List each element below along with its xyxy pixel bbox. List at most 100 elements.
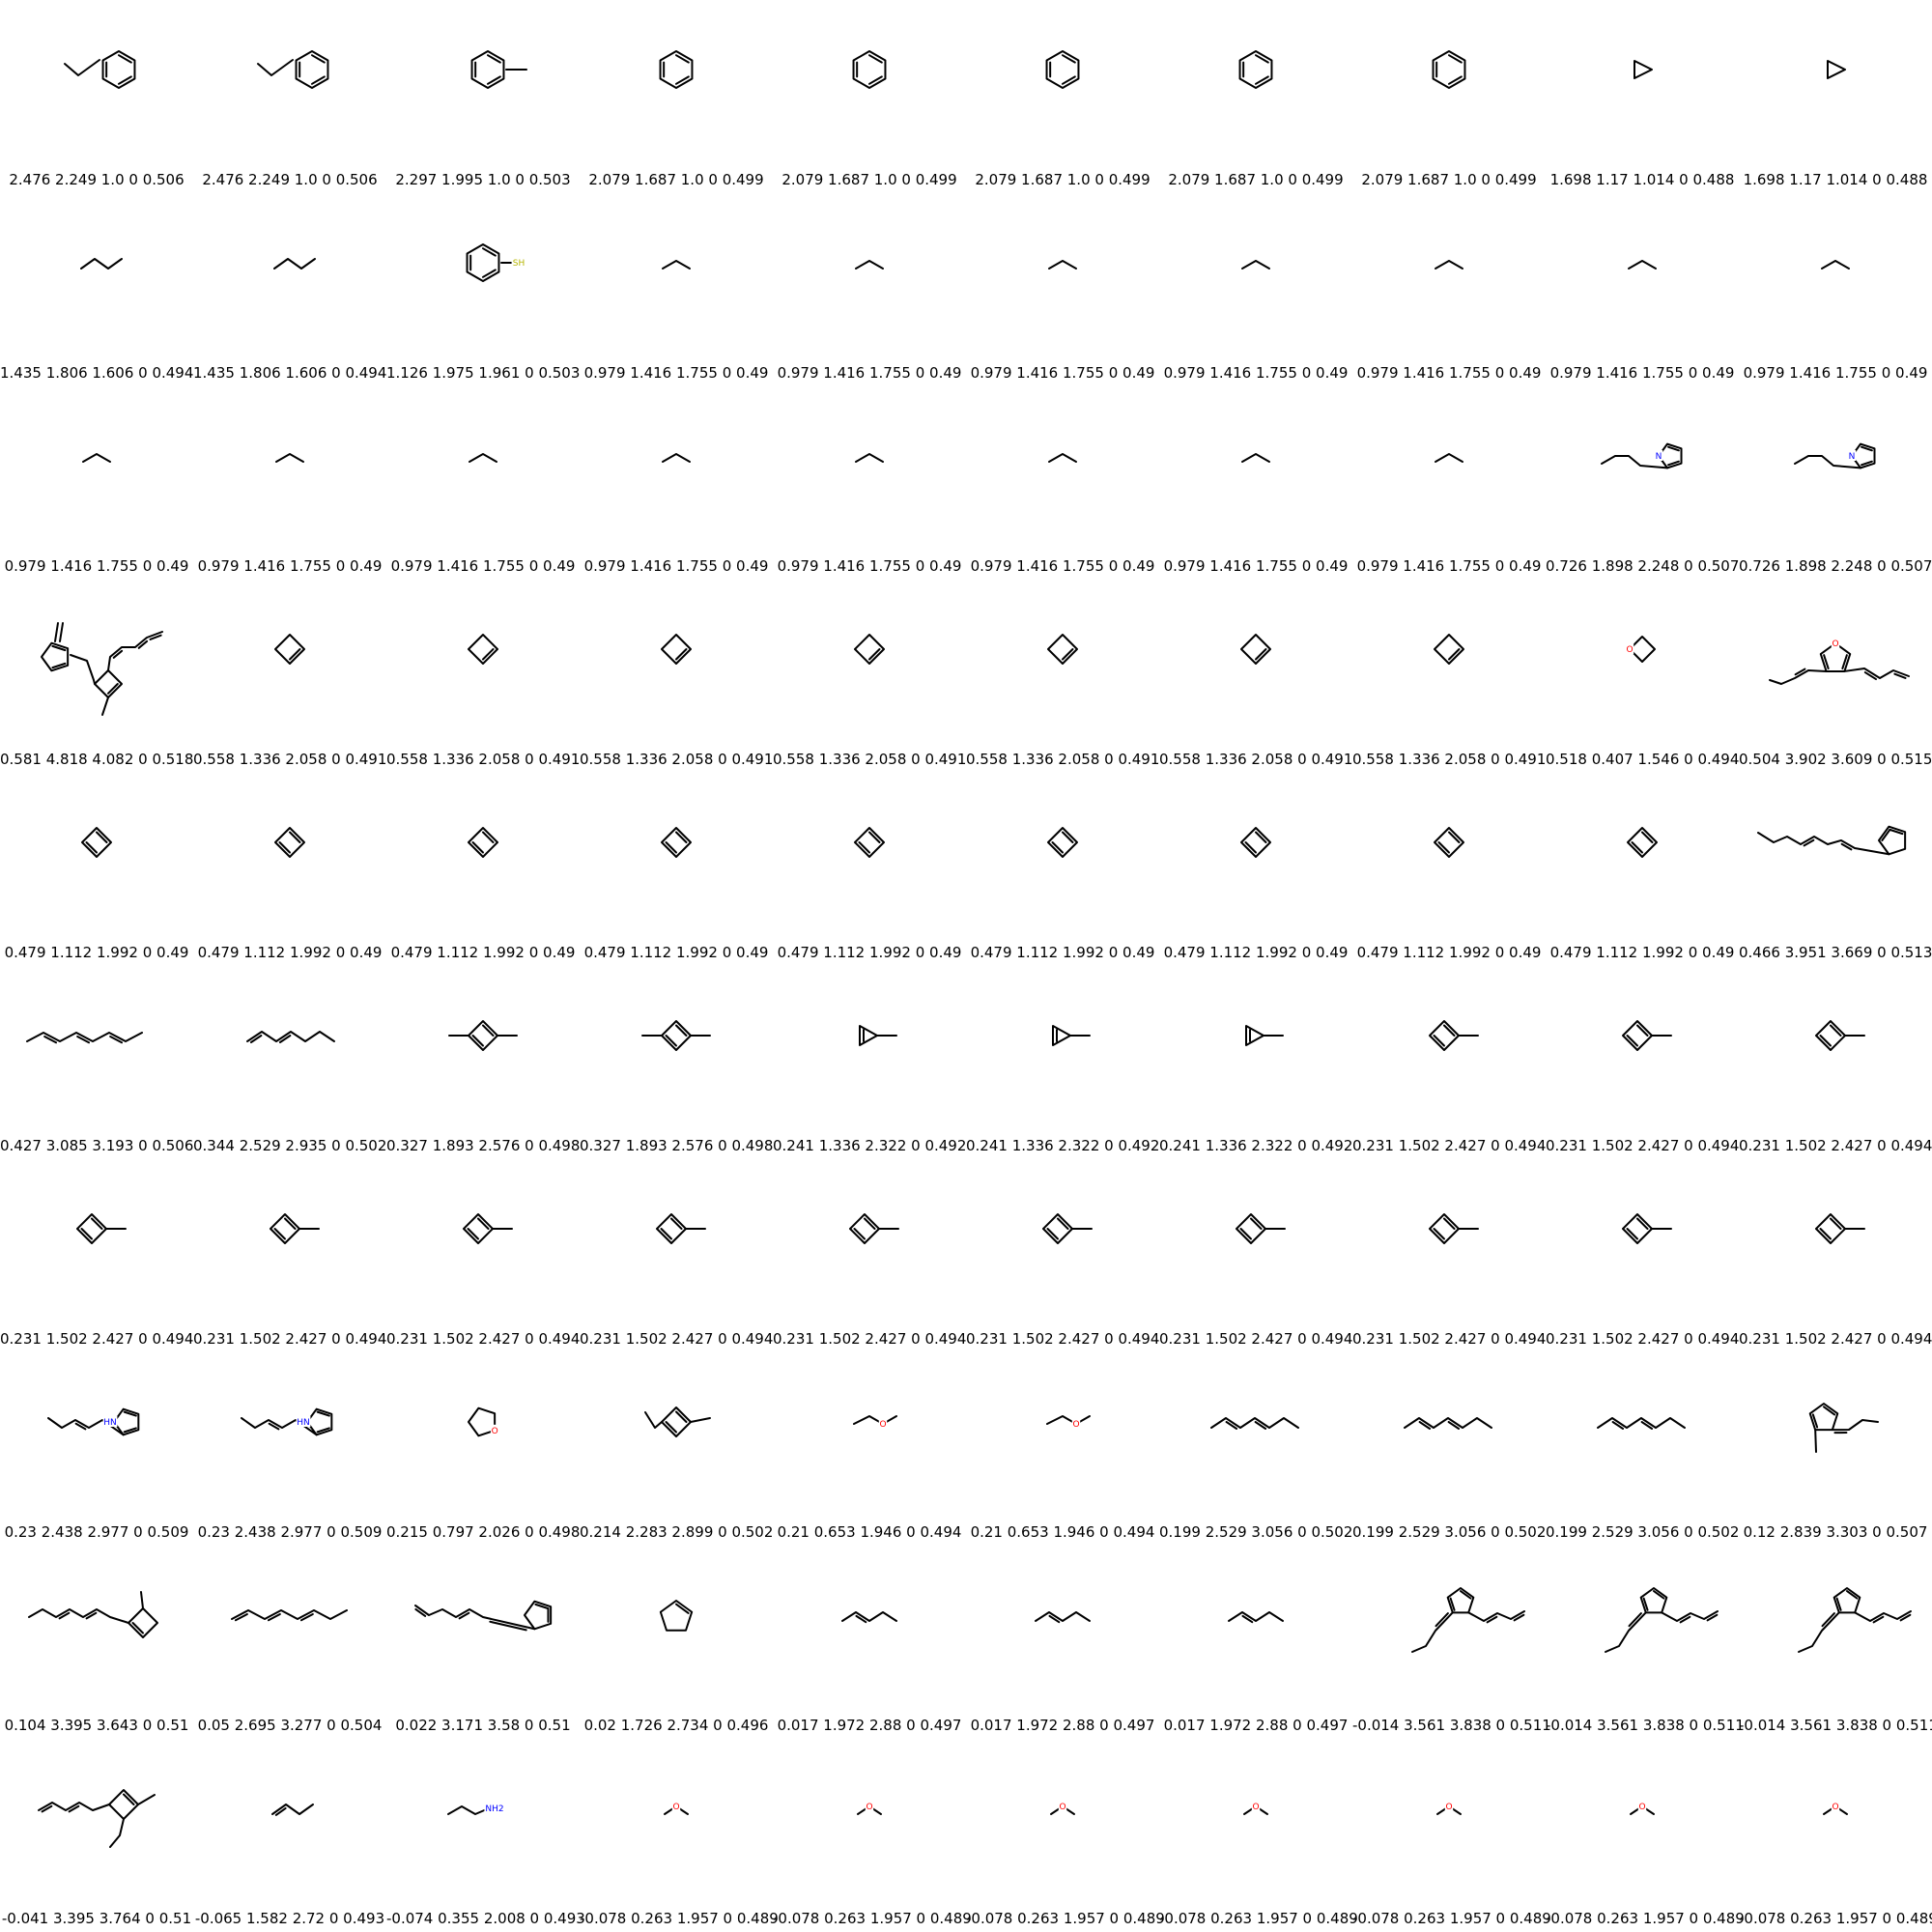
molecule-cell: 0.231 1.502 2.427 0 0.494 [1546,966,1739,1159]
molecule-score-label: -0.065 1.582 2.72 0 0.493 [194,1910,385,1927]
molecule-cell: 0.231 1.502 2.427 0 0.494 [1352,966,1546,1159]
structure-drawing [859,1025,897,1046]
molecule-score-label: 0.479 1.112 1.992 0 0.49 [1549,944,1735,961]
molecule-cell: 1.698 1.17 1.014 0 0.488 [1739,0,1932,193]
structure-drawing [1435,260,1463,270]
molecule-score-label: 0.23 2.438 2.977 0 0.509 [197,1523,383,1541]
molecule-score-label: 0.231 1.502 2.427 0 0.494 [966,1330,1160,1348]
structure-drawing [1622,1020,1672,1051]
molecule-cell: 0.344 2.529 2.935 0 0.502 [193,966,386,1159]
structure-drawing: HN [47,1407,140,1436]
structure-drawing [854,827,885,858]
molecule-score-label: -0.014 3.561 3.838 0 0.511 [1352,1717,1551,1734]
atom-label: O [492,1427,498,1436]
molecule-cell: 0.231 1.502 2.427 0 0.494 [1739,1159,1932,1352]
molecule-score-label: 0.558 1.336 2.058 0 0.491 [773,751,967,768]
molecule-score-label: 0.558 1.336 2.058 0 0.491 [1159,751,1353,768]
structure-drawing [841,1611,897,1624]
structure-drawing [246,1031,335,1043]
structure-drawing: SH [466,243,526,282]
molecule-score-label: -0.078 0.263 1.957 0 0.489 [1352,1910,1551,1927]
molecule-score-label: 0.241 1.336 2.322 0 0.492 [1159,1137,1353,1154]
atom-label: O [1638,1803,1645,1812]
structure-drawing: O [857,1801,882,1815]
molecule-cell: 2.476 2.249 1.0 0 0.506 [193,0,386,193]
atom-label: N [1849,452,1856,462]
structure-drawing [257,50,329,89]
molecule-cell: 0.979 1.416 1.755 0 0.49 [0,386,193,580]
molecule-cell: 0.231 1.502 2.427 0 0.494 [966,1159,1159,1352]
structure-drawing [644,1406,711,1437]
molecule-cell: 0.231 1.502 2.427 0 0.494 [1159,1159,1352,1352]
structure-drawing [26,1032,143,1044]
structure-drawing [81,827,112,858]
structure-drawing [1048,453,1077,463]
molecule-score-label: 0.558 1.336 2.058 0 0.491 [193,751,387,768]
molecule-score-label: 0.979 1.416 1.755 0 0.49 [583,364,769,382]
molecule-cell: 0.199 2.529 3.056 0 0.502 [1352,1352,1546,1546]
structure-drawing [849,1213,899,1244]
molecule-cell: 0.231 1.502 2.427 0 0.494 [1546,1159,1739,1352]
molecule-cell: O -0.078 0.263 1.957 0 0.489 [966,1739,1165,1932]
atom-label: O [1059,1803,1065,1812]
molecule-cell: 1.435 1.806 1.606 0 0.494 [0,193,193,386]
molecule-cell: 0.231 1.502 2.427 0 0.494 [1739,966,1932,1159]
molecule-cell: N 0.726 1.898 2.248 0 0.507 [1546,386,1739,580]
structure-drawing [274,634,305,665]
atom-label: O [866,1803,872,1812]
molecule-score-label: 1.126 1.975 1.961 0 0.503 [386,364,581,382]
molecule-cell: 0.241 1.336 2.322 0 0.492 [966,966,1159,1159]
molecule-score-label: 0.979 1.416 1.755 0 0.49 [1163,557,1349,575]
structure-drawing [64,50,136,89]
molecule-score-label: 0.726 1.898 2.248 0 0.507 [1546,557,1740,575]
structure-drawing [1434,827,1464,858]
molecule-cell: 2.079 1.687 1.0 0 0.499 [966,0,1159,193]
molecule-score-label: 0.23 2.438 2.977 0 0.509 [4,1523,189,1541]
molecule-score-label: 0.05 2.695 3.277 0 0.504 [197,1717,383,1734]
molecule-cell: 2.079 1.687 1.0 0 0.499 [580,0,773,193]
structure-drawing [1035,1611,1091,1624]
molecule-score-label: 0.427 3.085 3.193 0 0.506 [0,1137,194,1154]
molecule-cell: 0.231 1.502 2.427 0 0.494 [386,1159,580,1352]
molecule-score-label: 0.231 1.502 2.427 0 0.494 [1546,1137,1740,1154]
molecule-score-label: 0.979 1.416 1.755 0 0.49 [777,364,962,382]
structure-drawing [1241,260,1270,270]
molecule-score-label: 0.231 1.502 2.427 0 0.494 [1739,1330,1932,1348]
molecule-score-label: 2.476 2.249 1.0 0 0.506 [202,171,378,188]
molecule-score-label: 0.327 1.893 2.576 0 0.498 [580,1137,774,1154]
molecule-cell: 0.02 1.726 2.734 0 0.496 [580,1546,773,1739]
molecule-cell: 0.558 1.336 2.058 0 0.491 [773,580,966,773]
molecule-score-label: -0.074 0.355 2.008 0 0.493 [386,1910,585,1927]
atom-label: O [1072,1420,1079,1430]
molecule-score-label: 0.12 2.839 3.303 0 0.507 [1743,1523,1928,1541]
molecule-score-label: -0.078 0.263 1.957 0 0.489 [580,1910,779,1927]
structure-drawing: N [1794,442,1876,469]
molecule-score-label: 0.479 1.112 1.992 0 0.49 [1163,944,1349,961]
molecule-score-label: 2.079 1.687 1.0 0 0.499 [781,171,957,188]
structure-drawing [463,1213,513,1244]
structure-drawing [448,1020,518,1051]
atom-label: NH2 [485,1804,503,1814]
molecule-score-label: 0.558 1.336 2.058 0 0.491 [386,751,581,768]
molecule-score-label: 0.979 1.416 1.755 0 0.49 [197,557,383,575]
molecule-score-label: 0.979 1.416 1.755 0 0.49 [1163,364,1349,382]
molecule-cell: 0.231 1.502 2.427 0 0.494 [0,1159,193,1352]
molecule-score-label: 0.231 1.502 2.427 0 0.494 [773,1330,967,1348]
molecule-score-label: 0.215 0.797 2.026 0 0.498 [386,1523,581,1541]
molecule-score-label: 0.979 1.416 1.755 0 0.49 [777,557,962,575]
structure-drawing [1628,260,1657,270]
molecule-score-label: 0.479 1.112 1.992 0 0.49 [197,944,383,961]
structure-drawing: O [1050,1801,1075,1815]
molecule-cell: 0.479 1.112 1.992 0 0.49 [193,773,386,966]
molecule-cell: -0.014 3.561 3.838 0 0.511 [1352,1546,1551,1739]
molecule-cell: 0.979 1.416 1.755 0 0.49 [1352,193,1546,386]
structure-drawing: O [468,1406,499,1437]
molecule-cell: -0.014 3.561 3.838 0 0.511 [1739,1546,1932,1739]
molecule-score-label: -0.014 3.561 3.838 0 0.511 [1739,1717,1932,1734]
structure-drawing [1411,1587,1525,1653]
molecule-score-label: 0.022 3.171 3.58 0 0.51 [395,1717,571,1734]
structure-drawing [1435,453,1463,463]
structure-drawing [468,634,498,665]
structure-drawing [1821,260,1850,270]
structure-drawing [1798,1587,1912,1653]
